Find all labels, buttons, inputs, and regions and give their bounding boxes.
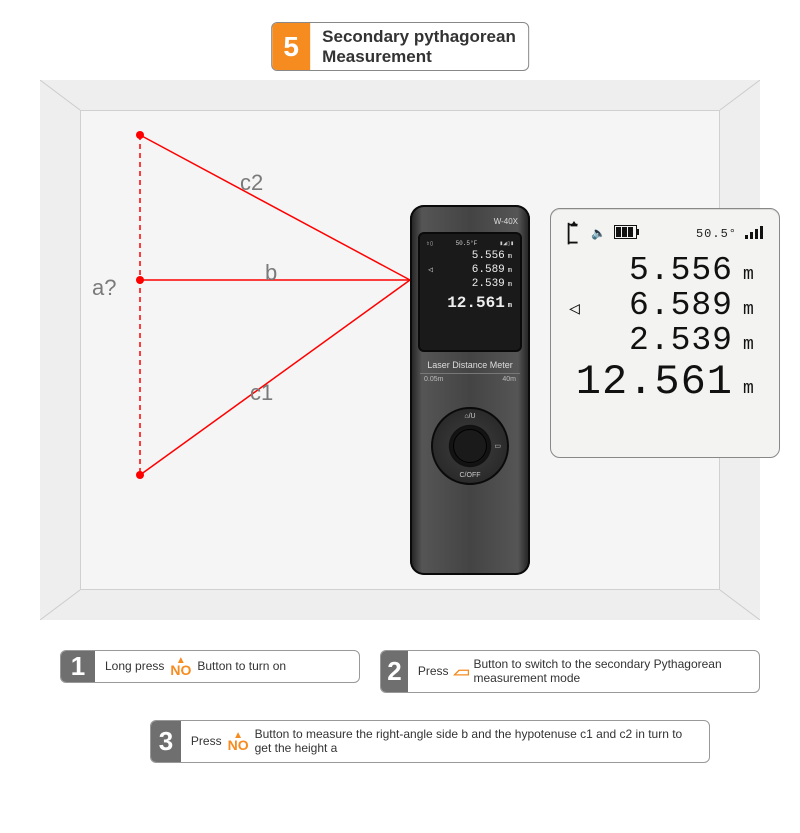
lcd-row2-unit: m (743, 300, 765, 320)
device-control-wheel[interactable]: ⌂/U C/OFF ▭ (431, 407, 509, 485)
instr2-post: Button to switch to the secondary Pythag… (473, 657, 749, 686)
instr3-pre: Press (191, 734, 222, 748)
row2-unit: m (508, 267, 512, 276)
title-line2: Measurement (322, 47, 516, 67)
row1-value: 5.556 (472, 250, 505, 264)
lcd-row2-ptr: ◁ (565, 298, 580, 320)
label-a: a? (92, 275, 116, 301)
device-range-min: 0.05m (424, 376, 443, 383)
device-result-value: 12.561 (447, 293, 505, 313)
instr3-body: Press ▲ NO Button to measure the right-a… (181, 721, 709, 762)
no-button-icon: ▲ NO (168, 657, 193, 676)
label-b: b (265, 260, 277, 286)
instr1-btn: NO (170, 665, 191, 676)
lcd-temp: 50.5° (696, 227, 737, 241)
row1-unit: m (508, 253, 512, 262)
lcd-row1-unit: m (743, 265, 765, 285)
device-row-2: ◁ 6.589 m (424, 264, 516, 278)
lcd-status-bar: 🔈 50.5° (565, 221, 765, 246)
label-c1: c1 (250, 380, 273, 406)
lcd-result-unit: m (743, 379, 765, 399)
laser-device: W-40X ⇧▯ 50.5°F ▮◢▯▮ 5.556 m ◁ 6.589 m 2… (410, 205, 530, 575)
device-result-row: 12.561 m (424, 291, 516, 313)
wheel-bottom-label: C/OFF (460, 472, 481, 479)
row2-value: 6.589 (472, 264, 505, 278)
instr1-post: Button to turn on (197, 659, 286, 673)
lcd-enlarged: 🔈 50.5° 5.556 m ◁ 6.589 m 2.539 m 12.561 (550, 208, 780, 458)
lcd-row3-value: 2.539 (629, 322, 733, 359)
instr1-body: Long press ▲ NO Button to turn on (95, 651, 296, 682)
lcd-row-1: 5.556 m (565, 252, 765, 289)
wheel-right-label: ▭ (494, 442, 501, 450)
device-scale: 0.05m 40m (420, 373, 520, 383)
instr2-body: Press Button to switch to the secondary … (408, 651, 759, 692)
row2-icon: ◁ (428, 266, 433, 276)
no-button-icon: ▲ NO (226, 732, 251, 751)
lcd-row-3: 2.539 m (565, 322, 765, 359)
lcd-signal-icon (745, 225, 765, 243)
title-box: 5 Secondary pythagorean Measurement (271, 22, 529, 71)
lcd-row2-value: 6.589 (629, 287, 733, 324)
instr1-num: 1 (61, 651, 95, 682)
wheel-top-label: ⌂/U (464, 413, 475, 420)
instruction-1: 1 Long press ▲ NO Button to turn on (60, 650, 360, 683)
lcd-row3-unit: m (743, 335, 765, 355)
device-result-unit: m (508, 302, 512, 311)
lcd-result-row: 12.561 m (565, 357, 765, 406)
lcd-row-2: ◁ 6.589 m (565, 287, 765, 324)
status-temp: 50.5°F (456, 240, 478, 247)
lcd-mode-icon (565, 221, 583, 246)
instr2-num: 2 (381, 651, 408, 692)
lcd-row1-value: 5.556 (629, 252, 733, 289)
row3-value: 2.539 (472, 278, 505, 292)
title-text: Secondary pythagorean Measurement (310, 23, 528, 70)
title-number: 5 (272, 23, 310, 70)
device-status-bar: ⇧▯ 50.5°F ▮◢▯▮ (424, 240, 516, 250)
device-screen: ⇧▯ 50.5°F ▮◢▯▮ 5.556 m ◁ 6.589 m 2.539 m… (418, 232, 522, 352)
room-diagram: c2 b c1 a? W-40X ⇧▯ 50.5°F ▮◢▯▮ 5.556 m … (40, 80, 760, 620)
device-model: W-40X (418, 215, 522, 232)
instr3-post: Button to measure the right-angle side b… (255, 727, 699, 756)
device-range-max: 40m (502, 376, 516, 383)
instruction-2: 2 Press Button to switch to the secondar… (380, 650, 760, 693)
row3-unit: m (508, 281, 512, 290)
instr3-num: 3 (151, 721, 181, 762)
mode-button-icon (453, 664, 470, 678)
instruction-3: 3 Press ▲ NO Button to measure the right… (150, 720, 710, 763)
instr2-pre: Press (418, 664, 449, 678)
lcd-sound-icon: 🔈 (591, 226, 606, 241)
status-mode-icon: ⇧▯ (426, 240, 433, 247)
device-row-3: 2.539 m (424, 278, 516, 292)
instr1-pre: Long press (105, 659, 164, 673)
device-label: Laser Distance Meter (418, 360, 522, 370)
lcd-battery-icon (614, 225, 640, 243)
device-row-1: 5.556 m (424, 250, 516, 264)
status-signal-icon: ▮◢▯▮ (500, 240, 514, 247)
label-c2: c2 (240, 170, 263, 196)
title-line1: Secondary pythagorean (322, 27, 516, 47)
instr3-btn: NO (228, 740, 249, 751)
lcd-result-value: 12.561 (576, 358, 733, 406)
